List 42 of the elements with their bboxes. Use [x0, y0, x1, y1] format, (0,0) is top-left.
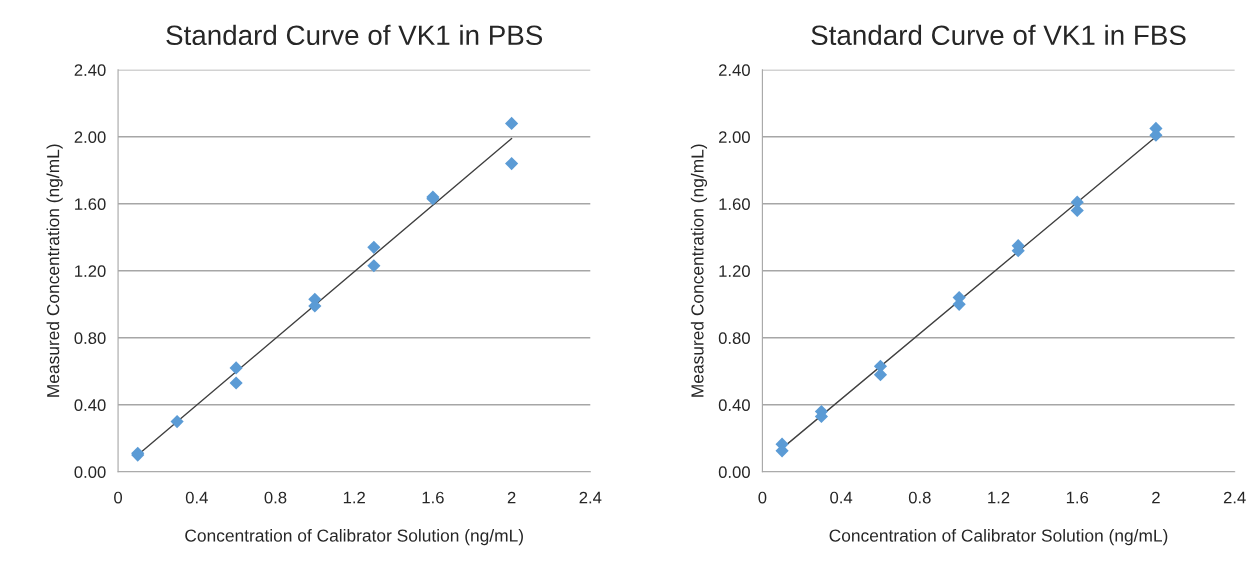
y-tick-label: 2.00	[718, 131, 750, 144]
x-tick-label: 0.8	[264, 491, 287, 504]
x-tick-label: 2	[1152, 491, 1160, 504]
x-tick-label: 0.4	[830, 491, 853, 504]
point	[367, 240, 381, 254]
y-tick-label: 2.40	[718, 64, 750, 77]
y-axis-title: Measured Concentration (ng/mL)	[690, 144, 708, 397]
chart-title: Standard Curve of VK1 in FBS	[811, 24, 1186, 46]
x-tick-label: 2	[507, 491, 516, 504]
y-tick-label: 0.40	[74, 399, 106, 411]
y-tick-label: 2.00	[74, 131, 106, 144]
y-axis-title: Measured Concentration (ng/mL)	[46, 144, 63, 397]
x-axis-title: Concentration of Calibrator Solution (ng/mL)	[185, 529, 523, 546]
x-tick-label: 1.2	[343, 491, 365, 504]
y-tick-label: 0.80	[74, 332, 106, 344]
y-tick-label: 0.00	[718, 466, 750, 478]
y-tick-label: 1.60	[719, 198, 750, 211]
x-tick-label: 2.4	[579, 491, 602, 504]
x-tick-label: 0	[758, 491, 767, 504]
point	[873, 368, 888, 382]
point	[229, 361, 243, 375]
x-axis-title: Concentration of Calibrator Solution (ng/mL)	[829, 529, 1168, 546]
y-tick-label: 0.80	[718, 332, 750, 344]
x-tick-label: 0	[114, 491, 123, 504]
x-tick-label: 2.4	[1223, 491, 1246, 504]
point	[170, 414, 184, 429]
x-tick-label: 0.8	[908, 491, 931, 504]
y-tick-label: 0.00	[74, 466, 106, 478]
y-tick-label: 1.20	[75, 265, 106, 278]
point	[505, 116, 519, 130]
chart-title: Standard Curve of VK1 in PBS	[166, 24, 543, 46]
x-tick-label: 1.6	[1066, 491, 1089, 504]
x-tick-label: 0.4	[185, 491, 208, 504]
point	[505, 157, 519, 171]
y-tick-label: 0.40	[718, 399, 750, 411]
y-tick-label: 2.40	[74, 64, 106, 77]
y-tick-label: 1.20	[719, 265, 750, 278]
point	[229, 376, 243, 390]
x-tick-label: 1.6	[422, 491, 444, 504]
point	[367, 259, 381, 273]
y-tick-label: 1.60	[75, 198, 106, 211]
x-tick-label: 1.2	[988, 491, 1010, 504]
